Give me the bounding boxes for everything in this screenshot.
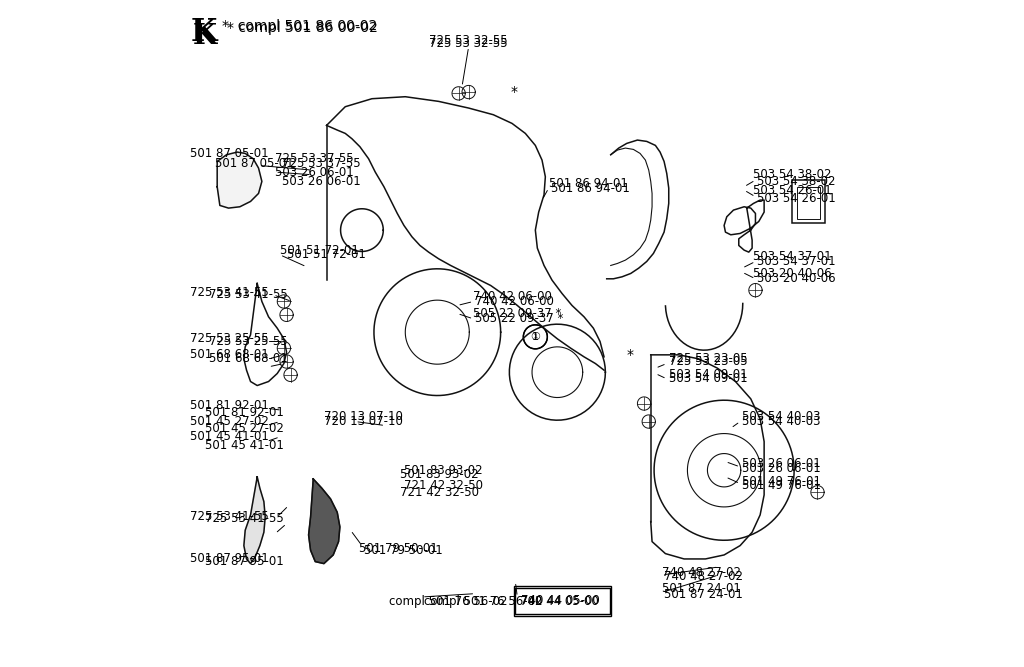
Text: *  compl 501 86 00-02: * compl 501 86 00-02 bbox=[222, 19, 377, 33]
Text: 503 26 06-01: 503 26 06-01 bbox=[282, 175, 360, 188]
Text: 721 42 32-50: 721 42 32-50 bbox=[403, 479, 483, 492]
Text: 725 53 41-55: 725 53 41-55 bbox=[189, 510, 268, 524]
Text: 725 53 37-55: 725 53 37-55 bbox=[275, 152, 354, 165]
Text: 725 53 41-55: 725 53 41-55 bbox=[189, 285, 268, 299]
Text: 501 87 95-01: 501 87 95-01 bbox=[205, 555, 284, 568]
Text: 503 54 38-02: 503 54 38-02 bbox=[754, 168, 831, 181]
Text: 501 87 24-01: 501 87 24-01 bbox=[663, 582, 741, 595]
Text: 501 86 94-01: 501 86 94-01 bbox=[551, 181, 630, 195]
Text: 501 68 68-01: 501 68 68-01 bbox=[209, 352, 288, 366]
Text: 720 13 07-10: 720 13 07-10 bbox=[324, 410, 402, 424]
Text: 725 53 23-05: 725 53 23-05 bbox=[669, 355, 748, 368]
Text: 501 79 50-01: 501 79 50-01 bbox=[358, 542, 437, 555]
Polygon shape bbox=[244, 477, 265, 564]
Text: 503 54 38-02: 503 54 38-02 bbox=[758, 175, 836, 188]
Text: 721 42 32-50: 721 42 32-50 bbox=[400, 486, 479, 499]
Text: 725 53 41-55: 725 53 41-55 bbox=[205, 512, 284, 526]
Text: compl 501 76 56-02: compl 501 76 56-02 bbox=[424, 595, 543, 608]
Text: 501 79 50-01: 501 79 50-01 bbox=[364, 544, 442, 557]
Text: K: K bbox=[190, 17, 217, 47]
Text: 503 54 09-01: 503 54 09-01 bbox=[669, 372, 748, 386]
Text: 503 26 06-01: 503 26 06-01 bbox=[275, 165, 354, 179]
Text: 503 54 40-03: 503 54 40-03 bbox=[742, 415, 820, 428]
Text: 501 51 72-01: 501 51 72-01 bbox=[287, 248, 366, 261]
Text: 503 54 09-01: 503 54 09-01 bbox=[669, 368, 748, 382]
Text: 501 45 41-01: 501 45 41-01 bbox=[205, 439, 284, 452]
Text: 503 20 40-06: 503 20 40-06 bbox=[754, 267, 833, 280]
Text: 740 48 27-02: 740 48 27-02 bbox=[663, 566, 741, 579]
Text: 740 44 05-00: 740 44 05-00 bbox=[520, 595, 599, 608]
Text: 501 49 76-01: 501 49 76-01 bbox=[742, 475, 821, 488]
Text: 501 83 93-02: 501 83 93-02 bbox=[400, 468, 478, 482]
Polygon shape bbox=[217, 152, 262, 208]
Text: 501 45 41-01: 501 45 41-01 bbox=[189, 430, 268, 444]
Text: 501 87 95-01: 501 87 95-01 bbox=[189, 552, 268, 566]
Text: 501 49 76-01: 501 49 76-01 bbox=[742, 479, 821, 492]
Text: ①: ① bbox=[530, 332, 541, 342]
Text: 720 13 07-10: 720 13 07-10 bbox=[324, 415, 402, 428]
Bar bbox=[793, 180, 825, 223]
Bar bbox=[798, 187, 820, 219]
Text: 503 54 40-03: 503 54 40-03 bbox=[742, 410, 820, 424]
Text: 725 53 41-55: 725 53 41-55 bbox=[209, 288, 288, 301]
Text: 740 48 27-02: 740 48 27-02 bbox=[665, 570, 743, 584]
Text: 740 44 05-00: 740 44 05-00 bbox=[520, 594, 599, 607]
Text: 725 53 37-55: 725 53 37-55 bbox=[282, 157, 360, 170]
Text: 501 68 68-01: 501 68 68-01 bbox=[189, 348, 268, 362]
Text: K: K bbox=[194, 23, 217, 50]
Text: 1: 1 bbox=[531, 332, 539, 342]
Text: 501 81 92-01: 501 81 92-01 bbox=[205, 406, 284, 419]
Text: 501 87 24-01: 501 87 24-01 bbox=[665, 588, 743, 602]
Text: 503 26 06-01: 503 26 06-01 bbox=[742, 457, 821, 470]
Polygon shape bbox=[308, 479, 340, 564]
Text: 740 42 06-00: 740 42 06-00 bbox=[473, 290, 552, 303]
Text: 501 81 92-01: 501 81 92-01 bbox=[189, 399, 268, 412]
Text: 503 26 06-01: 503 26 06-01 bbox=[742, 462, 821, 475]
Text: 740 42 06-00: 740 42 06-00 bbox=[475, 295, 554, 308]
Text: 503 54 37-01: 503 54 37-01 bbox=[758, 255, 836, 268]
Text: *: * bbox=[511, 85, 518, 99]
Text: 725 53 25-55: 725 53 25-55 bbox=[209, 335, 287, 348]
Text: 505 22 09-37 *: 505 22 09-37 * bbox=[473, 307, 562, 320]
Text: 501 51 72-01: 501 51 72-01 bbox=[280, 243, 358, 257]
Text: 501 87 05-01: 501 87 05-01 bbox=[215, 157, 294, 170]
Text: 501 86 94-01: 501 86 94-01 bbox=[549, 177, 628, 190]
Text: 725 53 32-55: 725 53 32-55 bbox=[429, 37, 508, 50]
Text: 501 83 93-02: 501 83 93-02 bbox=[403, 464, 482, 477]
Text: 725 53 32-55: 725 53 32-55 bbox=[429, 33, 508, 47]
Text: 503 54 26-01: 503 54 26-01 bbox=[758, 192, 837, 205]
Text: 725 53 23-05: 725 53 23-05 bbox=[669, 352, 748, 366]
Text: 503 20 40-06: 503 20 40-06 bbox=[758, 272, 836, 285]
Text: * compl 501 86 00-02: * compl 501 86 00-02 bbox=[226, 21, 378, 35]
Text: compl 501 76 56-02: compl 501 76 56-02 bbox=[388, 595, 507, 608]
Text: 725 53 25-55: 725 53 25-55 bbox=[189, 332, 268, 346]
Text: 501 87 05-01: 501 87 05-01 bbox=[189, 147, 268, 160]
Text: 501 45 27-02: 501 45 27-02 bbox=[205, 422, 284, 435]
Text: *: * bbox=[627, 348, 634, 362]
Text: 505 22 09-37 *: 505 22 09-37 * bbox=[475, 312, 563, 325]
Text: 503 54 26-01: 503 54 26-01 bbox=[754, 183, 833, 197]
Text: 501 45 27-02: 501 45 27-02 bbox=[189, 415, 268, 428]
Text: 503 54 37-01: 503 54 37-01 bbox=[754, 250, 833, 263]
